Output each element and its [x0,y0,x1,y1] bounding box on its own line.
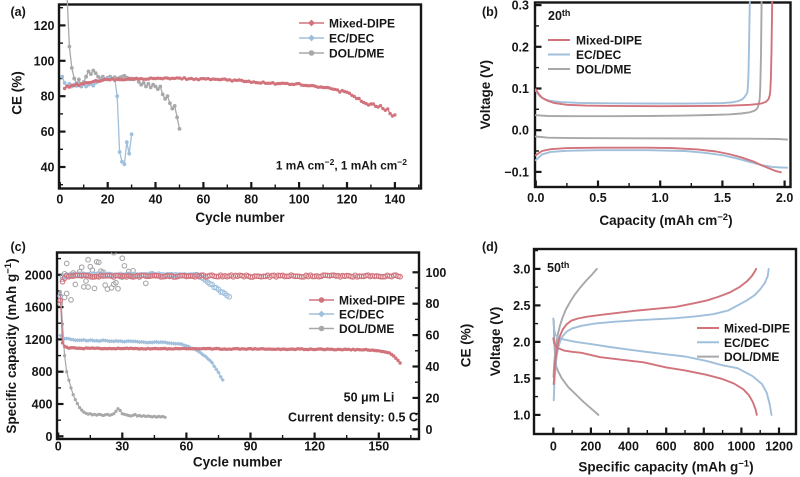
svg-text:60: 60 [196,193,210,207]
svg-text:Cycle number: Cycle number [195,210,285,225]
svg-text:(c): (c) [11,240,26,254]
svg-text:EC/DEC: EC/DEC [339,308,385,322]
svg-text:EC/DEC: EC/DEC [576,48,622,62]
svg-text:60: 60 [179,440,193,454]
svg-text:Mixed-DIPE: Mixed-DIPE [576,34,642,48]
svg-text:150: 150 [368,440,389,454]
svg-text:50 μm Li: 50 μm Li [344,391,395,405]
svg-text:120: 120 [337,193,358,207]
svg-text:Mixed-DIPE: Mixed-DIPE [724,322,790,336]
svg-text:Mixed-DIPE: Mixed-DIPE [339,294,405,308]
svg-text:120: 120 [34,19,55,33]
svg-text:1200: 1200 [765,440,793,454]
svg-text:CE (%): CE (%) [459,324,474,368]
svg-text:Voltage (V): Voltage (V) [478,60,493,130]
svg-text:Specific capacity (mAh g−1): Specific capacity (mAh g−1) [578,459,753,475]
svg-text:Cycle number: Cycle number [193,455,283,470]
svg-text:40: 40 [41,161,55,175]
svg-text:(b): (b) [482,5,498,19]
svg-text:DOL/DME: DOL/DME [339,322,394,336]
svg-text:2.0: 2.0 [776,191,793,205]
svg-text:0.3: 0.3 [512,0,529,13]
svg-text:0: 0 [46,430,53,444]
svg-text:100: 100 [426,266,447,280]
svg-text:0: 0 [56,193,63,207]
svg-text:Capacity (mAh cm−2): Capacity (mAh cm−2) [599,212,732,228]
svg-text:800: 800 [32,365,53,379]
svg-text:1.5: 1.5 [513,372,530,386]
svg-text:90: 90 [244,440,258,454]
svg-text:2000: 2000 [25,268,53,282]
svg-text:80: 80 [244,193,258,207]
svg-text:80: 80 [426,297,440,311]
svg-text:DOL/DME: DOL/DME [576,63,631,77]
svg-text:0: 0 [55,440,62,454]
svg-text:200: 200 [580,440,601,454]
svg-text:100: 100 [34,54,55,68]
svg-text:0.1: 0.1 [512,82,529,96]
svg-text:CE (%): CE (%) [10,71,25,115]
svg-text:40: 40 [149,193,163,207]
svg-text:100: 100 [289,193,310,207]
svg-text:1.0: 1.0 [513,408,530,422]
svg-text:20: 20 [101,193,115,207]
svg-text:3.0: 3.0 [513,262,530,276]
svg-text:1.0: 1.0 [652,191,669,205]
svg-text:600: 600 [656,440,677,454]
svg-text:140: 140 [384,193,405,207]
svg-text:(d): (d) [482,240,498,254]
svg-text:0.2: 0.2 [512,40,529,54]
svg-text:60: 60 [41,125,55,139]
svg-text:EC/DEC: EC/DEC [329,32,375,46]
svg-text:2.5: 2.5 [513,299,530,313]
svg-text:120: 120 [304,440,325,454]
svg-text:80: 80 [41,90,55,104]
svg-text:1 mA cm−2, 1 mAh cm−2: 1 mA cm−2, 1 mAh cm−2 [276,157,407,173]
svg-text:400: 400 [32,398,53,412]
svg-text:0: 0 [550,440,557,454]
svg-text:EC/DEC: EC/DEC [724,336,770,350]
svg-text:0: 0 [426,423,433,437]
svg-text:0.0: 0.0 [512,124,529,138]
svg-text:20: 20 [426,391,440,405]
svg-text:400: 400 [618,440,639,454]
svg-text:1.5: 1.5 [714,191,731,205]
svg-text:0.5: 0.5 [589,191,606,205]
svg-text:30: 30 [115,440,129,454]
svg-text:(a): (a) [11,5,26,19]
svg-text:1200: 1200 [25,333,53,347]
svg-text:Mixed-DIPE: Mixed-DIPE [329,17,395,31]
svg-text:1600: 1600 [25,301,53,315]
svg-text:Voltage (V): Voltage (V) [488,307,503,377]
svg-text:1000: 1000 [727,440,755,454]
svg-text:800: 800 [693,440,714,454]
svg-text:40: 40 [426,360,440,374]
svg-text:2.0: 2.0 [513,335,530,349]
svg-text:−0.1: −0.1 [504,165,529,179]
svg-text:Current density: 0.5 C: Current density: 0.5 C [288,411,418,425]
svg-text:60: 60 [426,329,440,343]
svg-text:0.0: 0.0 [527,191,544,205]
svg-text:DOL/DME: DOL/DME [724,350,779,364]
svg-text:Specific capacity (mAh g−1): Specific capacity (mAh g−1) [3,258,19,433]
svg-text:DOL/DME: DOL/DME [329,47,384,61]
